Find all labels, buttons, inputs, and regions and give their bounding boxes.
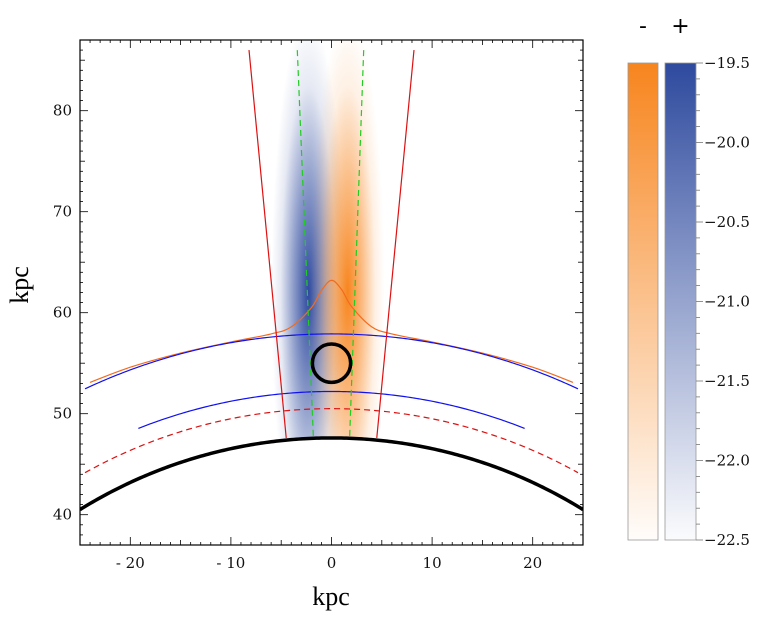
colorbar-tick-label: −19.5: [704, 54, 750, 72]
x-axis-title: kpc: [312, 582, 350, 611]
x-tick-label: - 20: [116, 554, 145, 572]
curve-red-line-left: [248, 50, 287, 438]
density-maps: [271, 40, 385, 439]
colorbar-plus: [664, 62, 697, 541]
colorbar-tick-label: −20.0: [704, 134, 750, 152]
x-tick-label: - 10: [216, 554, 245, 572]
y-tick-label: 40: [53, 506, 72, 524]
y-tick-label: 50: [53, 405, 72, 423]
colorbar: - + −19.5 −20.0 −20.5 −21.0 −21.5 −22.0 −22.5: [627, 14, 750, 549]
x-tick-label: 10: [423, 554, 442, 572]
curves: [80, 50, 583, 512]
y-tick-label: 70: [53, 203, 72, 221]
y-tick-label: 80: [53, 102, 72, 120]
colorbar-tick-label: −21.0: [704, 293, 750, 311]
curve-black-base-arc: [80, 436, 583, 512]
curve-green-dashed-left: [296, 50, 314, 438]
x-tick-label: 0: [327, 554, 337, 572]
curve-red-dashed-arc: [84, 408, 579, 474]
curve-blue-outer-arc: [84, 333, 579, 390]
colorbar-tick-label: −20.5: [704, 213, 750, 231]
curve-blue-inner-arc: [138, 390, 525, 429]
colorbar-tick-label: −21.5: [704, 372, 750, 390]
density-minus: [310, 40, 385, 439]
curve-red-line-right: [376, 50, 415, 438]
x-tick-label: 20: [523, 554, 542, 572]
colorbar-sign-label: -: [639, 14, 647, 39]
colorbar-tick-label: −22.0: [704, 452, 750, 470]
y-axis: 40 50 60 70 80: [53, 39, 583, 546]
circle-marker: [310, 342, 353, 385]
y-tick-label: 60: [53, 304, 72, 322]
x-axis: - 20 - 10 0 10 20: [79, 40, 584, 572]
colorbar-sign-label: +: [671, 14, 689, 39]
colorbar-minus: [627, 62, 659, 541]
curve-green-dashed-right: [349, 50, 365, 438]
y-axis-title: kpc: [5, 266, 34, 304]
colorbar-tick-label: −22.5: [704, 531, 750, 549]
